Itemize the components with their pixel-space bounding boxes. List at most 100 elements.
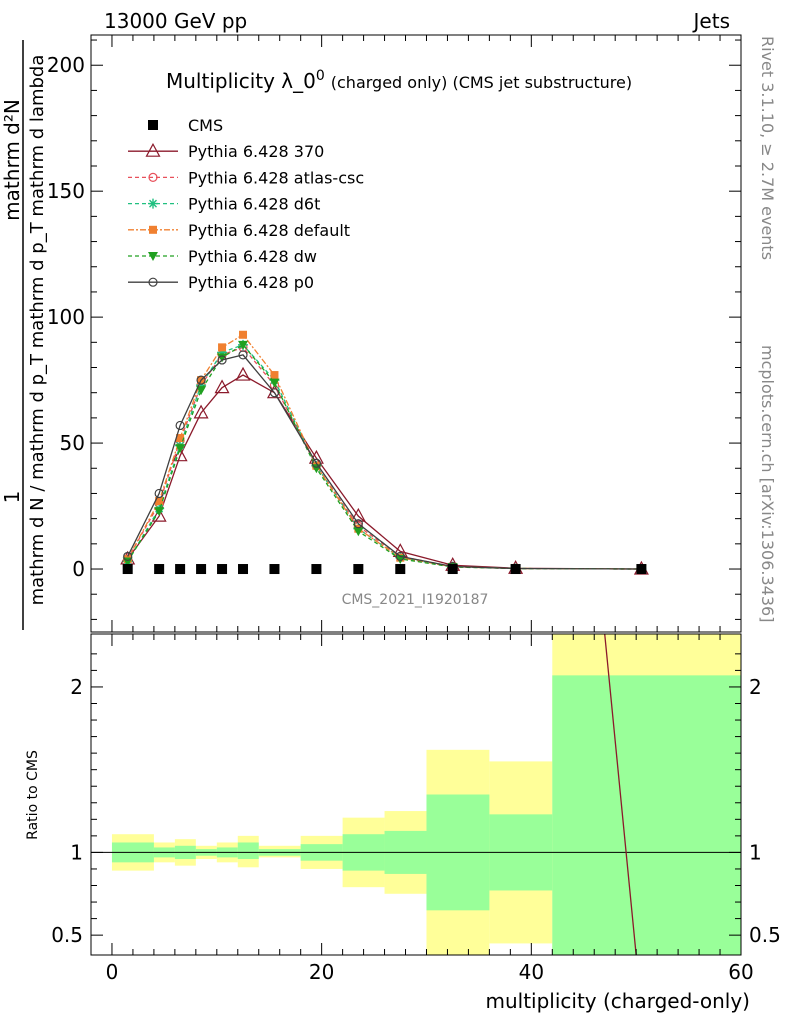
- legend-entry-pythia-6-428-d6t: Pythia 6.428 d6t: [128, 195, 320, 214]
- data-point: [196, 564, 207, 575]
- data-point: [196, 386, 207, 396]
- ratio-ytick-label-right: 1: [749, 840, 762, 864]
- legend-marker: [148, 172, 158, 182]
- data-point: [353, 519, 363, 529]
- data-point: [350, 507, 366, 522]
- legend-entry-pythia-6-428-dw: Pythia 6.428 dw: [128, 247, 317, 266]
- data-point: [218, 343, 227, 352]
- legend-entry-cms: CMS: [148, 116, 223, 135]
- data-point: [238, 564, 249, 575]
- plot-title-sup: 0: [316, 68, 325, 84]
- legend-label: Pythia 6.428 d6t: [188, 195, 320, 214]
- series-pythia-6-428-p0: [123, 350, 647, 574]
- legend-label: Pythia 6.428 p0: [188, 273, 314, 292]
- main-ylabel-denominator: mathrm d N / mathrm d p_T mathrm d p_T m…: [27, 55, 48, 606]
- ratio-panel: 0.5 0.51 12 20 20 40 60: [51, 633, 781, 984]
- series-line: [127, 333, 642, 570]
- data-point: [353, 527, 364, 537]
- ratio-xtick-label: 60: [728, 960, 753, 984]
- main-ytick-label: 200: [47, 53, 85, 77]
- series-cms: [122, 564, 647, 575]
- ratio-xtick-label: 40: [519, 960, 544, 984]
- legend-marker: [148, 277, 158, 287]
- ratio-ylabel: Ratio to CMS: [25, 750, 41, 840]
- data-point: [217, 347, 228, 358]
- data-point: [175, 444, 186, 454]
- data-point: [175, 564, 186, 575]
- data-point: [154, 507, 165, 517]
- plot-title: Multiplicity λ_00 (charged only) (CMS jet…: [166, 68, 632, 93]
- series-pythia-6-428-370: [120, 366, 649, 575]
- data-point: [151, 507, 167, 522]
- data-point: [269, 564, 280, 575]
- data-point: [217, 564, 228, 575]
- series-line: [127, 374, 642, 570]
- main-ylabel-numerator: mathrm d²N: [0, 99, 24, 221]
- legend-label: Pythia 6.428 dw: [188, 247, 317, 266]
- data-point: [311, 564, 322, 575]
- ratio-xtick-label: 0: [106, 960, 119, 984]
- ratio-ytick-label-right: 0.5: [749, 923, 781, 947]
- data-point: [239, 330, 248, 339]
- main-ytick-label: 50: [60, 431, 85, 455]
- data-point: [235, 366, 251, 381]
- data-point: [270, 371, 279, 380]
- legend-marker: [148, 252, 158, 261]
- legend-entry-pythia-6-428-p0: Pythia 6.428 p0: [128, 273, 314, 292]
- legend-marker: [148, 198, 158, 209]
- ratio-ytick-label: 1: [70, 840, 83, 864]
- data-point: [395, 564, 406, 575]
- main-panel: 0 50 100 150 200: [47, 34, 742, 633]
- data-point: [510, 564, 521, 575]
- ratio-series-line: [604, 633, 637, 956]
- data-point: [311, 458, 322, 468]
- data-point: [269, 388, 280, 398]
- data-point: [217, 353, 228, 363]
- data-point: [193, 404, 209, 419]
- data-point: [353, 564, 364, 575]
- data-point: [154, 564, 165, 575]
- data-point: [172, 447, 188, 462]
- data-point: [196, 380, 207, 391]
- main-ytick-label: 150: [47, 179, 85, 203]
- data-point: [447, 564, 458, 575]
- ratio-stat-band: [552, 675, 741, 955]
- legend-entry-pythia-6-428-atlas-csc: Pythia 6.428 atlas-csc: [128, 168, 364, 187]
- ratio-ytick-label-right: 2: [749, 675, 762, 699]
- energy-label: 13000 GeV pp: [104, 9, 247, 33]
- ratio-xlabel: multiplicity (charged-only): [485, 989, 750, 1013]
- data-point: [122, 564, 133, 575]
- ratio-xtick-label: 20: [309, 960, 334, 984]
- data-point: [155, 497, 164, 506]
- ratio-ytick-label: 0.5: [51, 923, 83, 947]
- series-pythia-6-428-default: [123, 330, 646, 574]
- main-ytick-label: 100: [47, 305, 85, 329]
- data-point: [123, 551, 133, 562]
- plot-title-suffix: (charged only) (CMS jet substructure): [331, 73, 632, 92]
- legend: CMS Pythia 6.428 370 Pythia 6.428 atlas-cs…: [128, 116, 364, 292]
- data-point: [636, 564, 647, 575]
- legend-label: Pythia 6.428 default: [188, 221, 350, 240]
- data-point: [176, 434, 185, 443]
- ratio-stat-band: [237, 842, 259, 860]
- data-point: [238, 340, 249, 350]
- data-point: [154, 488, 164, 499]
- legend-marker: [148, 120, 158, 130]
- plot-title-main: Multiplicity λ_0: [166, 69, 316, 93]
- legend-entry-pythia-6-428-default: Pythia 6.428 default: [128, 221, 350, 240]
- legend-marker: [149, 225, 157, 234]
- ratio-ytick-label: 2: [70, 675, 83, 699]
- mcplots-label: mcplots.cern.ch [arXiv:1306.3436]: [758, 345, 777, 622]
- data-point: [395, 551, 405, 562]
- rivet-version-label: Rivet 3.1.10, ≥ 2.7M events: [758, 36, 777, 260]
- main-ytick-label: 0: [72, 557, 85, 581]
- data-point: [238, 350, 248, 360]
- data-point: [175, 420, 185, 431]
- legend-label: Pythia 6.428 atlas-csc: [188, 168, 364, 187]
- data-point: [196, 375, 206, 385]
- legend-label: CMS: [188, 116, 223, 135]
- data-point: [217, 355, 227, 365]
- legend-entry-pythia-6-428-370: Pythia 6.428 370: [128, 142, 324, 161]
- category-label: Jets: [692, 9, 730, 33]
- main-ylabel-one: 1: [0, 491, 24, 504]
